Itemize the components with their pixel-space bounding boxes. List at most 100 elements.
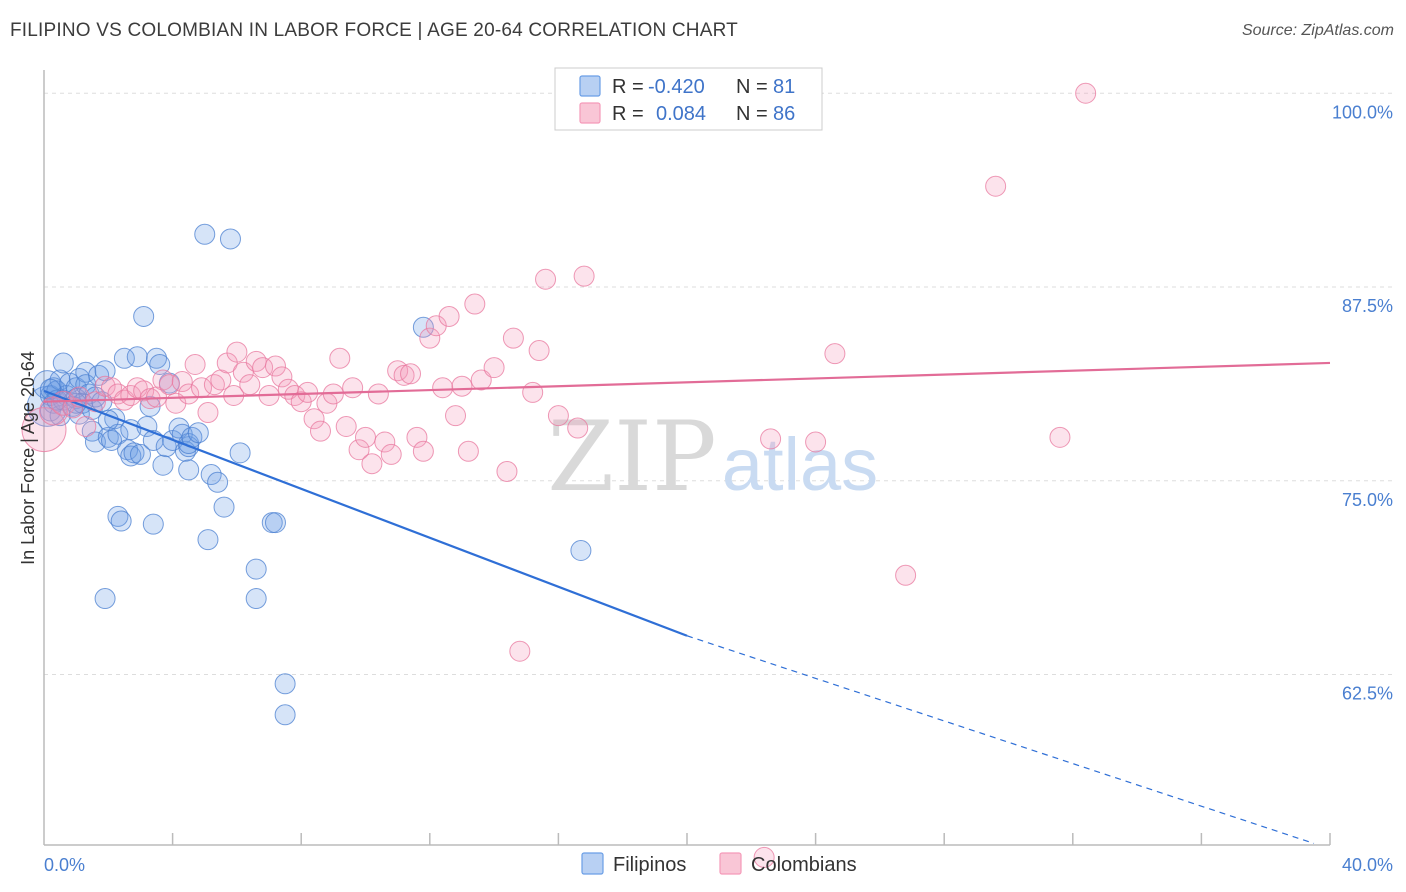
colombians-point-73 (535, 268, 557, 290)
legend-r-label-colombians: R = (612, 103, 644, 125)
colombians-point-56 (406, 426, 428, 448)
colombians-point-5 (75, 416, 97, 437)
colombians-point-35 (271, 366, 293, 388)
legend-r-label-filipinos: R = (612, 76, 644, 98)
colombians-point-68 (496, 460, 518, 482)
trend-layer (43, 361, 1331, 845)
y-tick-labels: 100.0% 87.5% 75.0% 62.5% (1332, 102, 1393, 703)
filipinos-point-65 (213, 496, 235, 518)
bottom-legend: Filipinos Colombians (581, 852, 857, 876)
x-ticks (171, 833, 1331, 845)
filipinos-trend-line (43, 389, 688, 637)
colombians-point-70 (509, 640, 531, 662)
legend-r-value-colombians: 0.084 (656, 103, 706, 125)
filipinos-point-30 (101, 429, 123, 451)
filipinos-point-58 (178, 459, 200, 481)
filipinos-point-73 (274, 704, 296, 726)
colombians-point-65 (464, 293, 486, 315)
colombians-point-67 (483, 357, 505, 379)
colombians-point-85 (1075, 82, 1097, 104)
colombians-point-60 (432, 377, 454, 399)
x-tick-label-1: 40.0% (1342, 855, 1393, 875)
y-tick-label-2: 75.0% (1342, 490, 1393, 510)
colombians-point-63 (451, 375, 473, 397)
watermark-zip: ZIP (547, 401, 716, 513)
filipinos-point-47 (146, 347, 168, 369)
colombians-point-45 (335, 416, 357, 437)
filipinos-point-64 (207, 471, 229, 493)
colombians-point-7 (94, 375, 116, 397)
colombians-point-41 (309, 420, 331, 442)
y-tick-label-3: 62.5% (1342, 684, 1393, 704)
filipinos-point-34 (110, 510, 132, 532)
filipinos-point-67 (229, 442, 251, 464)
watermark: ZIP atlas (547, 401, 878, 513)
y-axis-label: In Labor Force | Age 20-64 (18, 351, 38, 565)
filipinos-point-49 (152, 454, 174, 476)
legend-n-value-colombians: 86 (773, 103, 795, 125)
colombians-point-46 (342, 377, 364, 399)
colombians-point-51 (374, 431, 396, 453)
colombians-point-72 (528, 340, 550, 362)
colombians-point-0 (21, 407, 67, 453)
filipinos-point-60 (187, 422, 209, 444)
colombians-point-81 (824, 343, 846, 365)
chart-source: Source: ZipAtlas.com (1241, 22, 1394, 39)
watermark-atlas: atlas (722, 423, 878, 506)
filipinos-point-41 (129, 443, 151, 465)
colombians-point-54 (393, 364, 415, 386)
colombians-point-20 (178, 383, 200, 405)
colombians-point-6 (84, 391, 106, 413)
colombians-point-76 (573, 265, 595, 287)
colombians-point-61 (438, 305, 460, 327)
colombians-point-79 (760, 428, 782, 450)
colombians-point-80 (805, 431, 827, 453)
colombians-point-75 (567, 417, 589, 439)
bottom-legend-swatch-colombians (719, 852, 742, 875)
colombians-point-21 (184, 354, 206, 375)
x-tick-labels: 0.0% 40.0% (44, 855, 1393, 875)
colombians-point-50 (367, 383, 389, 405)
bottom-legend-swatch-filipinos (581, 852, 604, 875)
filipinos-point-61 (194, 223, 216, 245)
colombians-point-74 (547, 405, 569, 427)
colombians-point-83 (985, 175, 1007, 197)
legend-r-value-filipinos: -0.420 (648, 76, 705, 98)
colombians-point-48 (355, 426, 376, 448)
colombians-point-64 (457, 440, 479, 462)
filipinos-point-39 (123, 442, 145, 464)
filipinos-point-66 (219, 228, 241, 250)
filipinos-point-25 (84, 431, 106, 453)
filipinos-point-69 (245, 588, 267, 610)
filipinos-point-62 (197, 529, 219, 551)
filipinos-point-48 (149, 354, 171, 375)
colombians-point-82 (895, 564, 917, 586)
filipinos-point-76 (94, 588, 116, 610)
colombians-point-30 (239, 374, 261, 396)
filipinos-point-36 (117, 439, 139, 461)
legend-n-value-filipinos: 81 (773, 76, 795, 98)
colombians-point-17 (158, 374, 180, 396)
top-legend: R = -0.420 N = 81 R = 0.084 N = 86 (554, 67, 823, 131)
colombians-point-55 (400, 363, 422, 385)
filipinos-trend-extension (686, 635, 1315, 845)
colombians-point-34 (264, 355, 286, 377)
colombians-point-84 (1049, 426, 1071, 448)
bottom-legend-label-colombians: Colombians (751, 854, 857, 876)
series-colombians (21, 81, 1097, 868)
filipinos-point-19 (75, 361, 97, 383)
colombians-point-69 (502, 327, 524, 349)
filipinos-point-75 (570, 540, 592, 561)
colombians-point-23 (197, 402, 219, 424)
colombians-point-78 (753, 846, 775, 868)
colombians-point-66 (470, 369, 492, 391)
filipinos-point-42 (133, 305, 155, 327)
colombians-point-57 (412, 440, 434, 462)
bottom-legend-label-filipinos: Filipinos (613, 854, 686, 876)
filipinos-point-72 (274, 673, 296, 695)
legend-n-label-filipinos: N = (736, 76, 768, 98)
x-tick-label-0: 0.0% (44, 855, 85, 875)
colombians-point-8 (101, 377, 123, 399)
colombians-point-39 (297, 381, 319, 403)
colombians-trend-line (43, 361, 1331, 403)
